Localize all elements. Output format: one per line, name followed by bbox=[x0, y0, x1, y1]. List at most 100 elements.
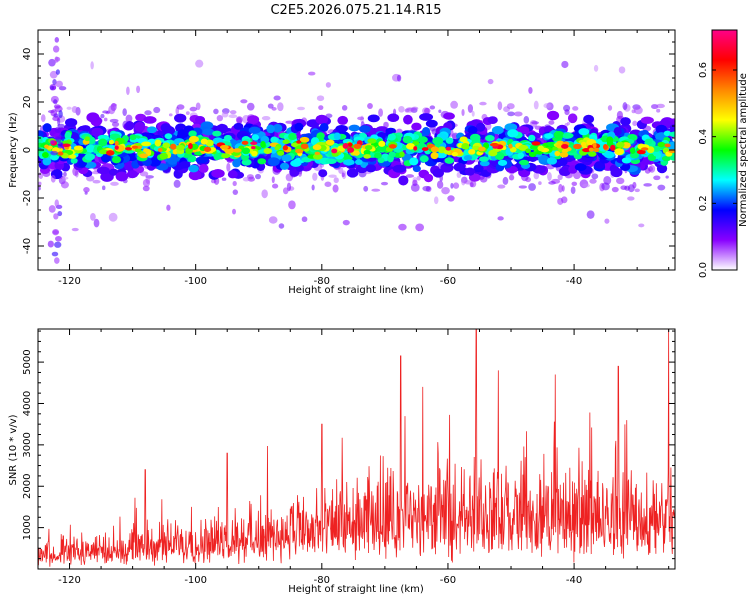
spectrogram-cell bbox=[461, 108, 465, 117]
spectrogram-cell bbox=[610, 167, 623, 178]
spectrogram-cell bbox=[342, 219, 350, 226]
spectrogram-cell bbox=[341, 105, 348, 111]
spectrogram-cell bbox=[325, 82, 331, 88]
spectrogram-cell bbox=[251, 146, 256, 150]
spectrogram-cell bbox=[611, 186, 619, 193]
colorbar-tick-label: 0.6 bbox=[698, 62, 709, 78]
spectrogram-cell bbox=[54, 199, 59, 208]
spectrogram-cell bbox=[417, 142, 426, 150]
spectrogram-cell bbox=[57, 123, 65, 128]
spectrogram-cell bbox=[202, 128, 215, 136]
spectrogram-cell bbox=[232, 180, 237, 187]
spectrogram-cell bbox=[433, 196, 439, 205]
spectrogram-xtick-label: -120 bbox=[58, 276, 81, 287]
spectrogram-cell bbox=[50, 150, 58, 156]
spectrogram-cell bbox=[311, 184, 315, 191]
spectrogram-cell bbox=[445, 137, 454, 144]
spectrogram-cell bbox=[281, 154, 292, 162]
spectrogram-cell bbox=[610, 144, 616, 151]
spectrogram-cell bbox=[57, 211, 63, 217]
spectrogram-cell bbox=[489, 142, 499, 147]
spectrogram-cell bbox=[108, 212, 118, 222]
spectrogram-cell bbox=[378, 108, 383, 117]
spectrogram-cell bbox=[129, 134, 137, 141]
spectrogram-cell bbox=[497, 101, 503, 111]
spectrogram-cell bbox=[142, 178, 151, 187]
spectrogram-cell bbox=[162, 142, 171, 149]
spectrogram-cell bbox=[250, 141, 258, 146]
spectrogram-cell bbox=[142, 185, 150, 192]
spectrogram-cell bbox=[491, 126, 504, 135]
spectrogram-cell bbox=[277, 151, 285, 156]
spectrogram-cell bbox=[83, 187, 90, 193]
spectrogram-cell bbox=[423, 173, 434, 183]
spectrogram-cell bbox=[502, 176, 509, 185]
spectrogram-cell bbox=[96, 166, 110, 175]
spectrogram-cell bbox=[299, 136, 310, 143]
spectrogram-cell bbox=[312, 153, 323, 160]
spectrogram-cell bbox=[463, 154, 473, 161]
spectrogram-cell bbox=[665, 175, 669, 179]
spectrogram-cell bbox=[547, 172, 552, 181]
spectrogram-cell bbox=[223, 134, 232, 141]
spectrogram-cell bbox=[441, 186, 450, 195]
spectrogram-cell bbox=[98, 138, 108, 147]
spectrogram-cell bbox=[450, 182, 454, 189]
spectrogram-cell bbox=[640, 116, 654, 124]
spectrogram-cell bbox=[86, 112, 100, 123]
spectrogram-cell bbox=[136, 85, 141, 94]
spectrogram-cell bbox=[148, 157, 161, 167]
spectrogram-cell bbox=[561, 196, 568, 204]
spectrogram-cell bbox=[478, 156, 489, 162]
spectrogram-xtick-label: -100 bbox=[184, 276, 207, 287]
spectrogram-cell bbox=[641, 147, 649, 151]
spectrogram-cell bbox=[279, 162, 290, 170]
spectrogram-cell bbox=[273, 95, 281, 101]
spectrogram-cell bbox=[367, 103, 373, 110]
spectrogram-cell bbox=[636, 149, 646, 155]
spectrogram-cell bbox=[38, 130, 44, 138]
spectrogram-cell bbox=[533, 100, 539, 110]
spectrogram-cell bbox=[669, 131, 675, 138]
spectrogram-cell bbox=[396, 74, 402, 82]
spectrogram-cell bbox=[358, 125, 371, 133]
spectrogram-cell bbox=[325, 113, 333, 119]
spectrogram-cell bbox=[523, 116, 530, 124]
colorbar-ticks: 0.0 0.2 0.4 0.6 bbox=[698, 62, 737, 278]
spectrogram-cell bbox=[134, 148, 142, 153]
spectrogram-cell bbox=[111, 155, 122, 164]
spectrogram-cell bbox=[602, 144, 608, 150]
spectrogram-cell bbox=[528, 183, 536, 191]
spectrogram-cell bbox=[467, 104, 474, 113]
spectrogram-cell bbox=[52, 230, 59, 235]
spectrogram-cell bbox=[507, 129, 519, 138]
spectrogram-cell bbox=[55, 80, 63, 88]
spectrogram-cell bbox=[537, 154, 549, 162]
spectrogram-cell bbox=[55, 235, 62, 242]
spectrogram-cell bbox=[497, 184, 506, 189]
spectrogram-cell bbox=[518, 185, 528, 189]
spectrogram-cell bbox=[413, 146, 418, 151]
spectrogram-cell bbox=[464, 167, 476, 176]
spectrogram-cell bbox=[518, 159, 530, 166]
spectrogram-cell bbox=[141, 141, 152, 147]
spectrogram-cell bbox=[632, 120, 638, 126]
spectrogram-cell bbox=[399, 151, 405, 158]
spectrogram-cell bbox=[471, 110, 475, 117]
spectrogram-cell bbox=[277, 102, 284, 112]
spectrogram-cell bbox=[318, 105, 324, 111]
spectrogram-cell bbox=[621, 157, 632, 164]
spectrogram-cell bbox=[573, 143, 582, 150]
spectrogram-cell bbox=[63, 171, 67, 177]
spectrogram-cell bbox=[52, 116, 60, 122]
spectrogram-cell bbox=[592, 142, 597, 149]
spectrogram-cell bbox=[272, 123, 283, 133]
spectrogram-cell bbox=[572, 106, 579, 111]
spectrogram-cell bbox=[312, 144, 322, 151]
spectrogram-cell bbox=[403, 114, 413, 125]
spectrogram-cell bbox=[126, 170, 138, 179]
spectrogram-cell bbox=[64, 118, 78, 127]
spectrogram-cell bbox=[467, 126, 478, 135]
spectrogram-cell bbox=[669, 124, 675, 132]
spectrogram-cell bbox=[561, 60, 569, 69]
